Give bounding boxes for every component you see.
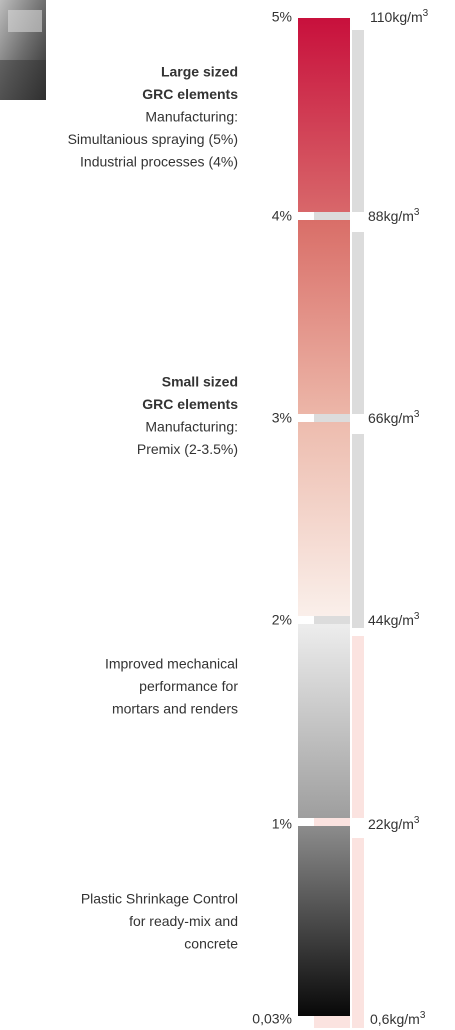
density-sup: 3: [423, 8, 429, 19]
scale-bar: [298, 18, 364, 1028]
description-line: GRC elements: [142, 396, 238, 412]
description-line: Small sized: [162, 374, 238, 390]
density-sup: 3: [414, 207, 420, 218]
description-line: concrete: [184, 936, 238, 952]
density-sup: 3: [420, 1010, 426, 1021]
percent-label: 1%: [272, 816, 292, 832]
description-line: Premix (2-3.5%): [137, 441, 238, 457]
density-sup: 3: [414, 815, 420, 826]
density-label: 44kg/m3: [368, 611, 420, 628]
density-sup: 3: [414, 611, 420, 622]
description-line: Improved mechanical: [105, 656, 238, 672]
description-line: Manufacturing:: [145, 419, 238, 435]
description-line: Manufacturing:: [145, 109, 238, 125]
percent-label: 5%: [272, 9, 292, 25]
description-line: Plastic Shrinkage Control: [81, 891, 238, 907]
diagram: 5%4%3%2%1%0,03%110kg/m388kg/m366kg/m344k…: [0, 0, 455, 1030]
percent-label: 3%: [272, 410, 292, 426]
description-line: Simultanious spraying (5%): [68, 131, 238, 147]
density-label: 66kg/m3: [368, 409, 420, 426]
percent-label: 2%: [272, 612, 292, 628]
density-label: 110kg/m3: [370, 8, 429, 25]
density-label: 22kg/m3: [368, 815, 420, 832]
density-sup: 3: [414, 409, 420, 420]
description-line: performance for: [139, 678, 238, 694]
density-text: 66kg/m: [368, 410, 414, 426]
percent-label: 0,03%: [252, 1011, 292, 1027]
density-text: 0,6kg/m: [370, 1011, 420, 1027]
photo: [0, 0, 46, 100]
density-text: 22kg/m: [368, 816, 414, 832]
description-line: mortars and renders: [112, 701, 238, 717]
density-text: 44kg/m: [368, 612, 414, 628]
density-label: 0,6kg/m3: [370, 1010, 426, 1027]
description-line: Industrial processes (4%): [80, 154, 238, 170]
density-text: 110kg/m: [370, 9, 423, 25]
density-text: 88kg/m: [368, 208, 414, 224]
description-line: for ready-mix and: [129, 913, 238, 929]
description-line: GRC elements: [142, 86, 238, 102]
density-label: 88kg/m3: [368, 207, 420, 224]
description-line: Large sized: [161, 64, 238, 80]
percent-label: 4%: [272, 208, 292, 224]
